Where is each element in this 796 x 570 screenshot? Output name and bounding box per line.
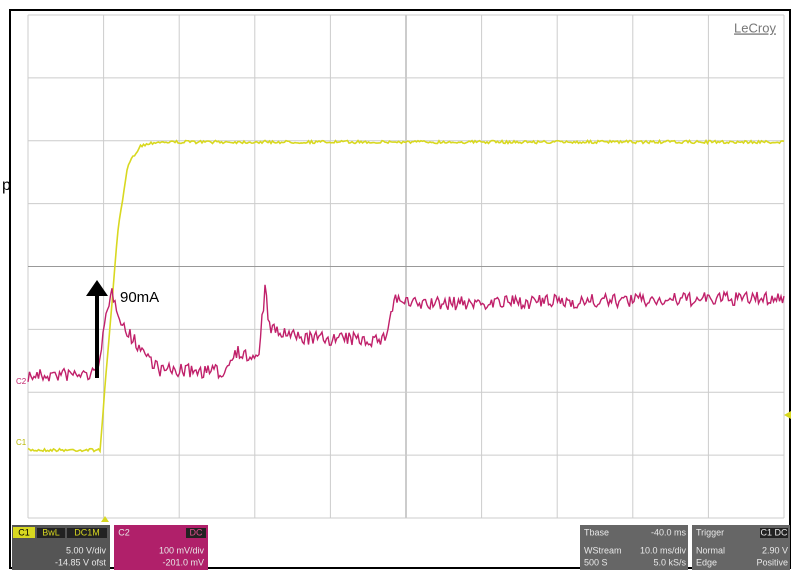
timebase-panel [580,525,688,570]
flag-box [186,528,206,538]
timebase-label: Tbase [584,527,609,537]
c2-scale: 100 mV/div [159,545,205,555]
c1-id: C1 [18,527,30,537]
arrow-head [86,280,108,296]
trigger-marker [101,516,109,522]
flag-box [37,528,65,538]
trigger-level: 2.90 V [762,545,788,555]
flag-box [760,528,788,538]
c1-scale: 5.00 V/div [66,545,107,555]
c2-id: C2 [118,527,130,537]
c1-marker: C1 [16,438,27,447]
timebase-div: 10.0 ms/div [640,545,687,555]
trigger-label: Trigger [696,527,724,537]
c2-trace [27,284,785,383]
c1-flag: BwL [42,527,60,537]
c1-offset: -14.85 V ofst [55,557,107,567]
c1-trace [27,138,785,454]
timebase-samples: 500 S [584,557,608,567]
arrow-label: 90mA [120,289,159,306]
trigger-source: C1 DC [760,527,788,537]
timebase-rate: 5.0 kS/s [653,557,686,567]
timebase-mode: WStream [584,545,622,555]
timebase-value: -40.0 ms [651,527,687,537]
brand: LeCroy [734,20,776,35]
trigger-slope: Positive [756,557,788,567]
c2-coupling: DC [190,527,203,537]
c1-badge [13,527,35,538]
c2-marker: C2 [16,377,27,386]
frame [9,9,791,569]
stray-text: p [2,177,11,194]
flag-box [67,528,107,538]
level-marker [784,411,791,419]
trigger-mode: Normal [696,545,725,555]
grid [27,14,785,519]
c2-offset: -201.0 mV [162,557,204,567]
trigger-type: Edge [696,557,717,567]
c1-flag: DC1M [74,527,100,537]
